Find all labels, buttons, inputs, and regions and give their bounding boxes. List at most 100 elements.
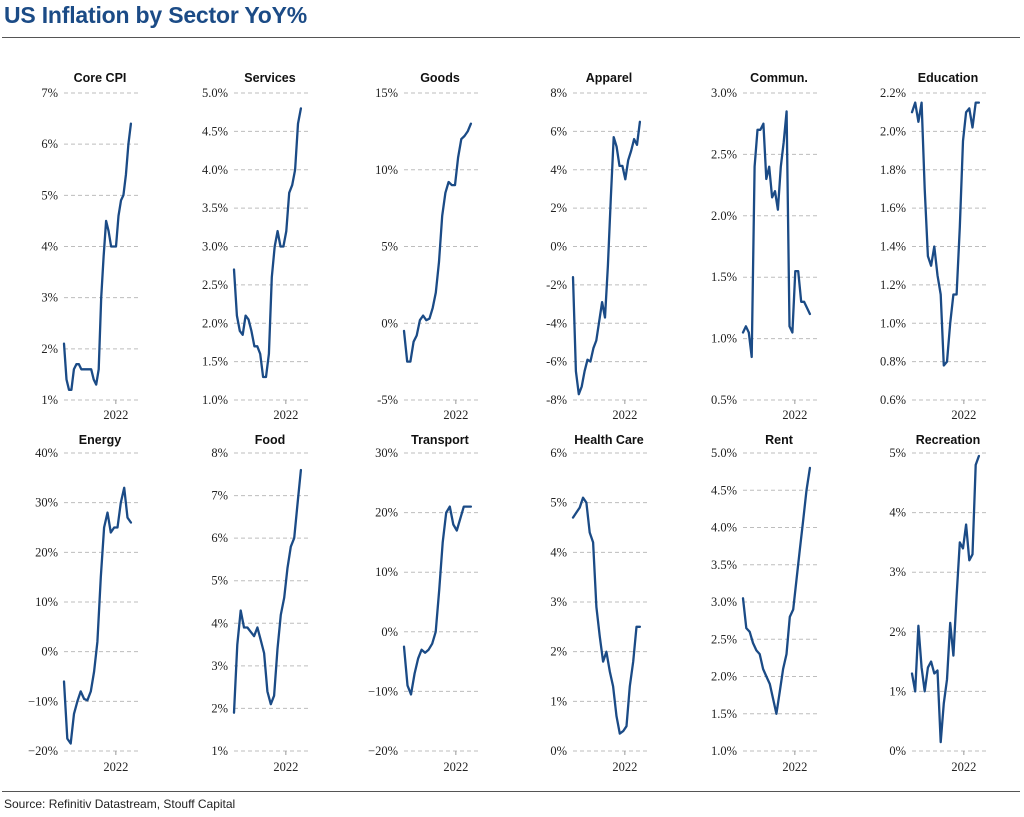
- y-tick-label: −10%: [368, 684, 398, 698]
- panel-goods: Goods -5% 0% 5% 10% 15% 2022: [375, 71, 480, 422]
- series-line-energy: [62, 486, 133, 745]
- y-tick-label: −20%: [28, 744, 58, 758]
- y-tick-label: 2.0%: [202, 316, 228, 330]
- y-tick-label: 1%: [41, 393, 58, 407]
- panel-apparel: Apparel -8% -6% -4% -2% 0% 2% 4% 6% 8% 2022: [546, 71, 649, 422]
- y-tick-label: 1.6%: [880, 201, 906, 215]
- y-tick-label: 3.5%: [711, 558, 737, 572]
- panel-energy: Energy −20% −10% 0% 10% 20% 30% 40% 2022: [28, 433, 140, 774]
- y-tick-label: 0%: [889, 744, 906, 758]
- panel-title: Food: [255, 433, 286, 447]
- y-tick-label: 10%: [375, 565, 398, 579]
- y-tick-label: 30%: [35, 496, 58, 510]
- y-tick-label: 4.0%: [202, 163, 228, 177]
- y-tick-label: 15%: [375, 86, 398, 100]
- x-tick-label: 2022: [612, 408, 637, 422]
- y-tick-label: 6%: [211, 531, 228, 545]
- y-tick-label: 10%: [35, 595, 58, 609]
- y-tick-label: 0%: [550, 240, 567, 254]
- panel-title: Education: [918, 71, 978, 85]
- y-tick-label: 6%: [41, 137, 58, 151]
- y-tick-label: -4%: [546, 316, 567, 330]
- y-tick-label: 3.5%: [202, 201, 228, 215]
- y-tick-label: 20%: [35, 545, 58, 559]
- y-tick-label: 0.8%: [880, 355, 906, 369]
- y-tick-label: 1.8%: [880, 163, 906, 177]
- y-tick-label: 1.4%: [880, 240, 906, 254]
- y-tick-label: 3.0%: [711, 595, 737, 609]
- x-tick-label: 2022: [782, 760, 807, 774]
- y-tick-label: 3%: [550, 595, 567, 609]
- y-tick-label: 1%: [550, 694, 567, 708]
- panel-title: Health Care: [574, 433, 644, 447]
- panel-title: Goods: [420, 71, 460, 85]
- y-tick-label: 4%: [41, 240, 58, 254]
- panel-recreation: Recreation 0% 1% 2% 3% 4% 5% 2022: [889, 433, 988, 774]
- x-tick-label: 2022: [612, 760, 637, 774]
- y-tick-label: 0.5%: [711, 393, 737, 407]
- x-tick-label: 2022: [273, 760, 298, 774]
- y-tick-label: -2%: [546, 278, 567, 292]
- source-note: Source: Refinitiv Datastream, Stouff Cap…: [4, 797, 236, 811]
- y-tick-label: 8%: [211, 446, 228, 460]
- y-tick-label: 3%: [41, 291, 58, 305]
- y-tick-label: 2.5%: [711, 632, 737, 646]
- y-tick-label: 6%: [550, 446, 567, 460]
- panel-health-care: Health Care 0% 1% 2% 3% 4% 5% 6% 2022: [550, 433, 649, 774]
- x-tick-label: 2022: [103, 408, 128, 422]
- y-tick-label: 1.0%: [711, 332, 737, 346]
- y-tick-label: 8%: [550, 86, 567, 100]
- series-line-apparel: [571, 120, 642, 396]
- series-line-services: [232, 107, 303, 379]
- y-tick-label: 7%: [211, 489, 228, 503]
- panel-education: Education 0.6% 0.8% 1.0% 1.2% 1.4% 1.6% 1.8% 2.0…: [880, 71, 988, 422]
- page-title: US Inflation by Sector YoY%: [4, 2, 308, 28]
- y-tick-label: 1.5%: [711, 707, 737, 721]
- y-tick-label: 4.5%: [711, 483, 737, 497]
- panel-title: Rent: [765, 433, 794, 447]
- panel-transport: Transport −20% −10% 0% 10% 20% 30% 2022: [368, 433, 480, 774]
- y-tick-label: 3%: [889, 565, 906, 579]
- y-tick-label: 1.0%: [880, 316, 906, 330]
- series-line-health-care: [571, 496, 642, 735]
- y-tick-label: 1%: [889, 684, 906, 698]
- panel-title: Transport: [411, 433, 469, 447]
- x-tick-label: 2022: [951, 760, 976, 774]
- y-tick-label: -6%: [546, 355, 567, 369]
- y-tick-label: 4%: [550, 545, 567, 559]
- panel-title: Commun.: [750, 71, 808, 85]
- x-tick-label: 2022: [103, 760, 128, 774]
- y-tick-label: 4%: [550, 163, 567, 177]
- y-tick-label: 2%: [889, 625, 906, 639]
- x-tick-label: 2022: [273, 408, 298, 422]
- series-line-commun: [741, 110, 812, 359]
- series-line-food: [232, 468, 303, 714]
- y-tick-label: -5%: [377, 393, 398, 407]
- y-tick-label: 0%: [381, 625, 398, 639]
- footer-rule: [2, 791, 1020, 792]
- y-tick-label: 0.6%: [880, 393, 906, 407]
- y-tick-label: 2.5%: [202, 278, 228, 292]
- x-tick-label: 2022: [443, 760, 468, 774]
- y-tick-label: 2.0%: [711, 209, 737, 223]
- y-tick-label: 5%: [381, 240, 398, 254]
- y-tick-label: 10%: [375, 163, 398, 177]
- x-tick-label: 2022: [951, 408, 976, 422]
- y-tick-label: 2%: [211, 701, 228, 715]
- panel-title: Recreation: [916, 433, 981, 447]
- panel-food: Food 1% 2% 3% 4% 5% 6% 7% 8% 2022: [211, 433, 310, 774]
- y-tick-label: 2%: [550, 645, 567, 659]
- y-tick-label: 5.0%: [711, 446, 737, 460]
- title-rule: [2, 37, 1020, 38]
- y-tick-label: 1.0%: [711, 744, 737, 758]
- y-tick-label: −10%: [28, 694, 58, 708]
- y-tick-label: 1.5%: [711, 270, 737, 284]
- y-tick-label: 30%: [375, 446, 398, 460]
- y-tick-label: -8%: [546, 393, 567, 407]
- series-line-rent: [741, 466, 812, 715]
- series-line-transport: [402, 505, 473, 696]
- panel-title: Services: [244, 71, 295, 85]
- panel-core-cpi: Core CPI 1% 2% 3% 4% 5% 6% 7% 2022: [41, 71, 140, 422]
- panel-rent: Rent 1.0% 1.5% 2.0% 2.5% 3.0% 3.5% 4.0% 4.5% 5.0%…: [711, 433, 819, 774]
